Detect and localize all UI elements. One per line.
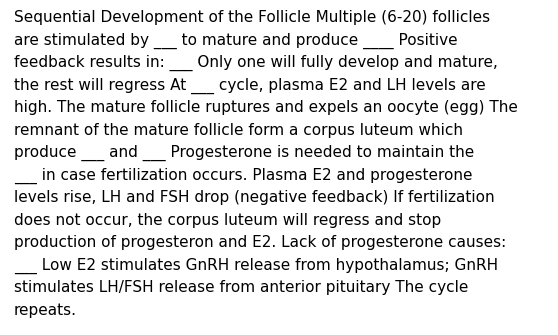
Text: the rest will regress At ___ cycle, plasma E2 and LH levels are: the rest will regress At ___ cycle, plas… [14,77,486,94]
Text: Sequential Development of the Follicle Multiple (6-20) follicles: Sequential Development of the Follicle M… [14,10,490,25]
Text: stimulates LH/FSH release from anterior pituitary The cycle: stimulates LH/FSH release from anterior … [14,280,468,295]
Text: levels rise, LH and FSH drop (negative feedback) If fertilization: levels rise, LH and FSH drop (negative f… [14,190,494,205]
Text: does not occur, the corpus luteum will regress and stop: does not occur, the corpus luteum will r… [14,212,441,227]
Text: production of progesteron and E2. Lack of progesterone causes:: production of progesteron and E2. Lack o… [14,235,506,250]
Text: produce ___ and ___ Progesterone is needed to maintain the: produce ___ and ___ Progesterone is need… [14,145,474,161]
Text: feedback results in: ___ Only one will fully develop and mature,: feedback results in: ___ Only one will f… [14,55,498,71]
Text: ___ in case fertilization occurs. Plasma E2 and progesterone: ___ in case fertilization occurs. Plasma… [14,168,473,184]
Text: repeats.: repeats. [14,303,77,318]
Text: high. The mature follicle ruptures and expels an oocyte (egg) The: high. The mature follicle ruptures and e… [14,100,518,115]
Text: remnant of the mature follicle form a corpus luteum which: remnant of the mature follicle form a co… [14,123,463,137]
Text: are stimulated by ___ to mature and produce ____ Positive: are stimulated by ___ to mature and prod… [14,32,458,49]
Text: ___ Low E2 stimulates GnRH release from hypothalamus; GnRH: ___ Low E2 stimulates GnRH release from … [14,258,498,274]
